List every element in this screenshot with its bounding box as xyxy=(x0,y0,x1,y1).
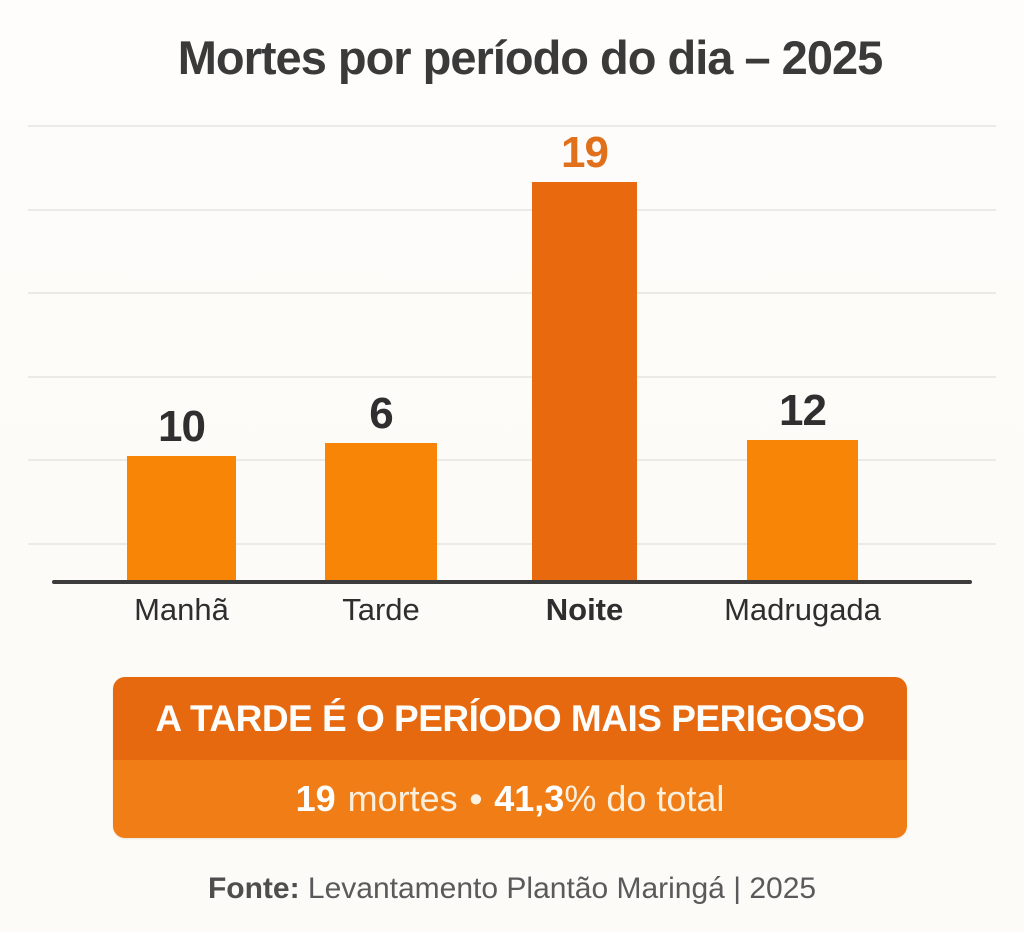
gridline-1 xyxy=(28,209,996,211)
x-axis-line xyxy=(52,580,972,584)
bar-tarde xyxy=(325,443,437,580)
banner-headline-text: A TARDE É O PERÍODO MAIS PERIGOSO xyxy=(155,697,865,739)
bar-noite xyxy=(532,182,637,580)
banner-bullet: • xyxy=(469,778,483,819)
value-label-manha: 10 xyxy=(158,402,206,451)
gridline-2 xyxy=(28,292,996,294)
category-label-madrugada: Madrugada xyxy=(724,592,881,627)
banner-percentage: 41,3% do total xyxy=(494,778,724,820)
value-label-tarde: 6 xyxy=(369,389,393,438)
value-label-noite: 19 xyxy=(561,128,609,177)
source-text: Levantamento Plantão Maringá | 2025 xyxy=(307,872,817,905)
gridline-4 xyxy=(28,459,996,461)
category-label-noite: Noite xyxy=(545,592,624,627)
bar-manha xyxy=(127,456,236,580)
banner-percentage-rest: % do total xyxy=(564,778,725,819)
value-label-madrugada: 12 xyxy=(779,386,827,435)
highlight-banner: A TARDE É O PERÍODO MAIS PERIGOSO 19 mor… xyxy=(113,677,907,838)
banner-stat-unit: mortes xyxy=(347,778,458,819)
source-footer: Fonte: Levantamento Plantão Maringá | 20… xyxy=(0,872,1024,906)
gridline-3 xyxy=(28,376,996,378)
gridline-5 xyxy=(28,543,996,545)
source-label: Fonte: xyxy=(207,872,300,905)
gridline-0 xyxy=(28,125,996,127)
category-label-manha: Manhã xyxy=(134,592,229,627)
banner-headline-band: A TARDE É O PERÍODO MAIS PERIGOSO xyxy=(113,677,907,760)
chart-title: Mortes por período do dia – 2025 xyxy=(177,31,884,84)
bar-madrugada xyxy=(747,440,858,580)
banner-percentage-bold: 41,3 xyxy=(494,778,565,819)
banner-stat-band: 19 mortes • 41,3% do total xyxy=(113,760,907,838)
category-label-tarde: Tarde xyxy=(342,592,420,627)
banner-stat-value: 19 xyxy=(295,778,336,819)
